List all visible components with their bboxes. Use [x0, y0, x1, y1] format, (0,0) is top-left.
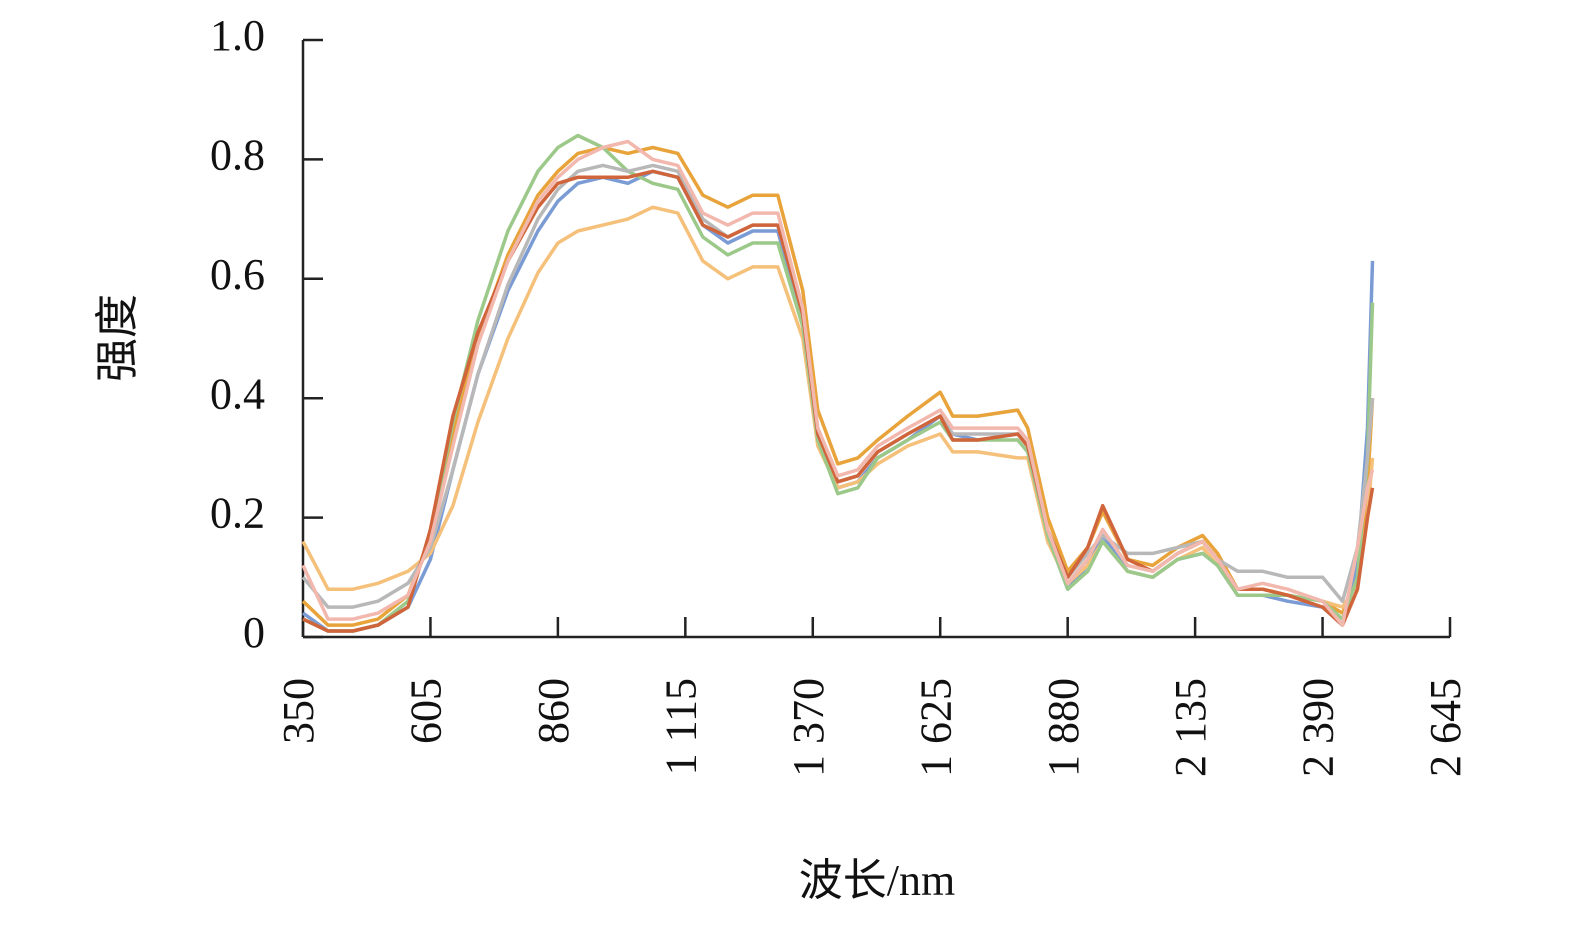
y-tick-label: 0.4: [210, 369, 265, 418]
y-tick-label: 0.6: [210, 250, 265, 299]
x-tick-label: 2 390: [1294, 678, 1343, 777]
spectrum-line: [302, 133, 1375, 633]
y-tick-label: 0.8: [210, 130, 265, 179]
y-tick-label: 1.0: [210, 11, 265, 60]
x-tick-label: 1 625: [911, 678, 960, 777]
x-tick-label: 1 115: [656, 678, 705, 775]
spectrum-line: [301, 139, 1375, 627]
y-axis-title: 强度: [93, 294, 142, 382]
x-axis-title: 波长/nm: [799, 856, 955, 905]
x-tick-label: 350: [274, 678, 323, 744]
y-tick-label: 0.2: [210, 489, 265, 538]
x-tick-label: 1 370: [784, 678, 833, 777]
x-tick-label: 2 135: [1166, 678, 1215, 777]
x-tick-label: 2 645: [1421, 678, 1470, 777]
y-tick-label: 0: [243, 608, 265, 657]
x-tick-label: 1 880: [1039, 678, 1088, 777]
x-tick-label: 605: [402, 678, 451, 744]
x-tick-label: 860: [529, 678, 578, 744]
